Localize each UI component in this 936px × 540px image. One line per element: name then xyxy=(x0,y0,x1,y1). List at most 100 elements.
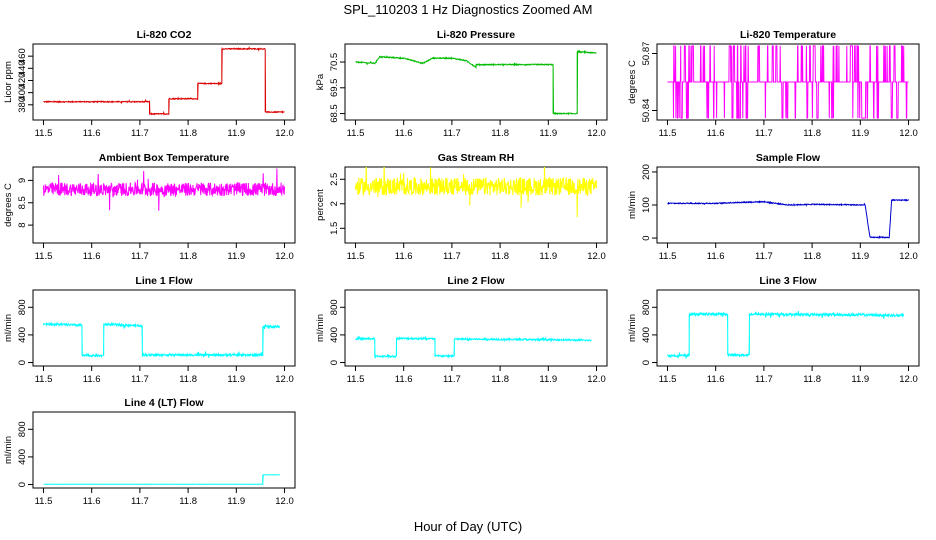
x-tick-label: 11.8 xyxy=(491,374,509,385)
y-tick-label: 8.5 xyxy=(17,196,28,209)
panel-3: Ambient Box Temperature 11.5 11.6 11.7 11.8 1… xyxy=(3,152,296,262)
x-tick-label: 11.9 xyxy=(227,251,245,262)
x-tick-label: 11.7 xyxy=(755,128,773,139)
panel-6: Line 1 Flow 11.5 11.6 11.7 11.8 11.9 12.0 0 400 8… xyxy=(3,275,296,385)
x-tick-label: 11.5 xyxy=(659,374,677,385)
x-tick-label: 12.0 xyxy=(899,251,918,262)
panel-9: Line 4 (LT) Flow 11.5 11.6 11.7 11.8 11.9 12.0… xyxy=(3,397,296,507)
x-tick-label: 11.6 xyxy=(83,251,101,262)
panel-7: Line 2 Flow 11.5 11.6 11.7 11.8 11.9 12.0 0 400 8… xyxy=(315,275,608,385)
x-tick-label: 11.5 xyxy=(347,251,365,262)
y-axis-label: ml/min xyxy=(315,314,326,342)
y-tick-label: 70.5 xyxy=(329,53,340,72)
y-tick-label: 400 xyxy=(17,327,28,343)
y-tick-label: 380 xyxy=(17,97,28,113)
x-tick-label: 11.8 xyxy=(803,251,821,262)
y-tick-label: 0 xyxy=(329,360,340,365)
y-axis-label: percent xyxy=(315,189,326,221)
panel-title: Line 3 Flow xyxy=(759,275,817,287)
panel-2: Li-820 Temperature 11.5 11.6 11.7 11.8 11.9 12… xyxy=(627,29,920,139)
plot-frame xyxy=(344,166,608,244)
y-tick-label: 400 xyxy=(641,327,652,343)
x-tick-label: 11.7 xyxy=(131,496,149,507)
x-tick-label: 11.6 xyxy=(395,128,413,139)
x-tick-label: 12.0 xyxy=(899,374,918,385)
series-line xyxy=(355,49,597,116)
plot-frame xyxy=(656,43,920,121)
y-tick-label: 69.5 xyxy=(329,79,340,98)
figure-title: SPL_110203 1 Hz Diagnostics Zoomed AM xyxy=(343,2,592,17)
series-line xyxy=(43,168,285,211)
x-tick-label: 11.8 xyxy=(179,251,197,262)
panel-title: Line 1 Flow xyxy=(135,275,193,287)
panel-1: Li-820 Pressure 11.5 11.6 11.7 11.8 11.9 12.0 6… xyxy=(315,29,608,139)
panel-8: Line 3 Flow 11.5 11.6 11.7 11.8 11.9 12.0 0 400 8… xyxy=(627,275,920,385)
panel-title: Sample Flow xyxy=(756,152,821,164)
x-tick-label: 11.7 xyxy=(131,374,149,385)
y-tick-label: 8 xyxy=(17,222,28,227)
y-tick-label: 2 xyxy=(329,201,340,206)
series-line xyxy=(43,45,285,116)
x-tick-label: 11.8 xyxy=(179,128,197,139)
y-tick-label: 800 xyxy=(17,421,28,437)
y-axis-label: ml/min xyxy=(627,191,638,219)
y-tick-label: 9 xyxy=(17,178,28,183)
panel-title: Li-820 Pressure xyxy=(437,29,515,41)
x-tick-label: 12.0 xyxy=(587,251,606,262)
series-line xyxy=(667,311,905,359)
y-axis-label: ml/min xyxy=(3,436,14,464)
x-tick-label: 11.9 xyxy=(539,374,557,385)
x-tick-label: 11.5 xyxy=(659,251,677,262)
y-tick-label: 800 xyxy=(641,299,652,315)
x-tick-label: 11.7 xyxy=(131,251,149,262)
x-tick-label: 11.6 xyxy=(83,128,101,139)
y-tick-label: 400 xyxy=(17,85,28,101)
y-tick-label: 400 xyxy=(329,327,340,343)
x-tick-label: 11.9 xyxy=(851,374,869,385)
panel-title: Line 2 Flow xyxy=(447,275,505,287)
y-tick-label: 0 xyxy=(641,360,652,365)
y-tick-label: 68.5 xyxy=(329,104,340,123)
y-tick-label: 1.5 xyxy=(329,222,340,235)
y-axis-label: degrees C xyxy=(627,60,638,104)
series-line xyxy=(43,474,280,486)
x-tick-label: 11.5 xyxy=(35,374,53,385)
panel-title: Gas Stream RH xyxy=(438,152,514,164)
x-tick-label: 11.6 xyxy=(83,496,101,507)
x-tick-label: 12.0 xyxy=(275,128,294,139)
x-tick-label: 11.6 xyxy=(395,251,413,262)
x-tick-label: 11.6 xyxy=(395,374,413,385)
x-tick-label: 12.0 xyxy=(899,128,918,139)
x-tick-label: 11.7 xyxy=(443,251,461,262)
plot-frame xyxy=(656,289,920,367)
x-tick-label: 11.8 xyxy=(803,374,821,385)
y-tick-label: 400 xyxy=(17,449,28,465)
x-tick-label: 11.8 xyxy=(491,128,509,139)
y-axis-label: ml/min xyxy=(627,314,638,342)
y-axis-label: Licor ppm xyxy=(3,61,14,103)
series-line xyxy=(355,167,597,218)
x-tick-label: 11.9 xyxy=(227,374,245,385)
y-tick-label: 50.87 xyxy=(641,42,652,66)
plot-frame xyxy=(32,43,296,121)
x-tick-label: 11.7 xyxy=(131,128,149,139)
plot-frame xyxy=(344,43,608,121)
panel-4: Gas Stream RH 11.5 11.6 11.7 11.8 11.9 12.0 1.5… xyxy=(315,152,608,262)
y-tick-label: 200 xyxy=(641,164,652,180)
panel-0: Li-820 CO2 11.5 11.6 11.7 11.8 11.9 12.0 380400… xyxy=(3,29,296,139)
panel-title: Li-820 CO2 xyxy=(137,29,192,41)
x-tick-label: 11.5 xyxy=(35,496,53,507)
x-tick-label: 12.0 xyxy=(275,251,294,262)
y-axis-label: kPa xyxy=(315,73,326,90)
y-tick-label: 800 xyxy=(329,299,340,315)
x-tick-label: 12.0 xyxy=(587,374,606,385)
series-line xyxy=(667,45,909,119)
y-tick-label: 800 xyxy=(17,299,28,315)
y-tick-label: 100 xyxy=(641,197,652,213)
panel-title: Li-820 Temperature xyxy=(740,29,836,41)
x-tick-label: 11.9 xyxy=(227,128,245,139)
x-tick-label: 11.9 xyxy=(539,251,557,262)
panel-title: Line 4 (LT) Flow xyxy=(124,397,204,409)
x-tick-label: 12.0 xyxy=(587,128,606,139)
panel-5: Sample Flow 11.5 11.6 11.7 11.8 11.9 12.0 0 100 2… xyxy=(627,152,920,262)
